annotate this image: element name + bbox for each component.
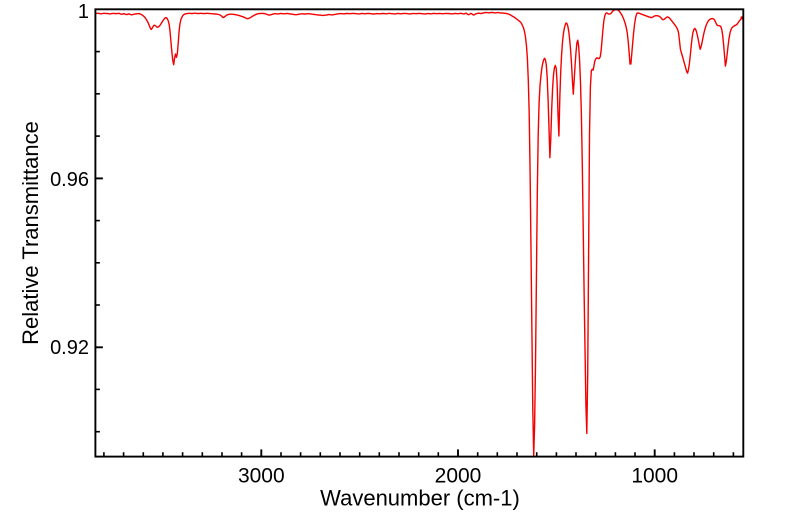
svg-text:Relative Transmittance: Relative Transmittance (18, 121, 43, 345)
svg-text:1000: 1000 (631, 464, 678, 487)
svg-text:0.96: 0.96 (50, 169, 89, 191)
svg-text:1: 1 (78, 1, 89, 23)
svg-text:0.92: 0.92 (50, 337, 89, 359)
svg-text:Wavenumber (cm-1): Wavenumber (cm-1) (320, 486, 520, 511)
svg-text:2000: 2000 (435, 464, 482, 487)
svg-text:3000: 3000 (238, 464, 285, 487)
